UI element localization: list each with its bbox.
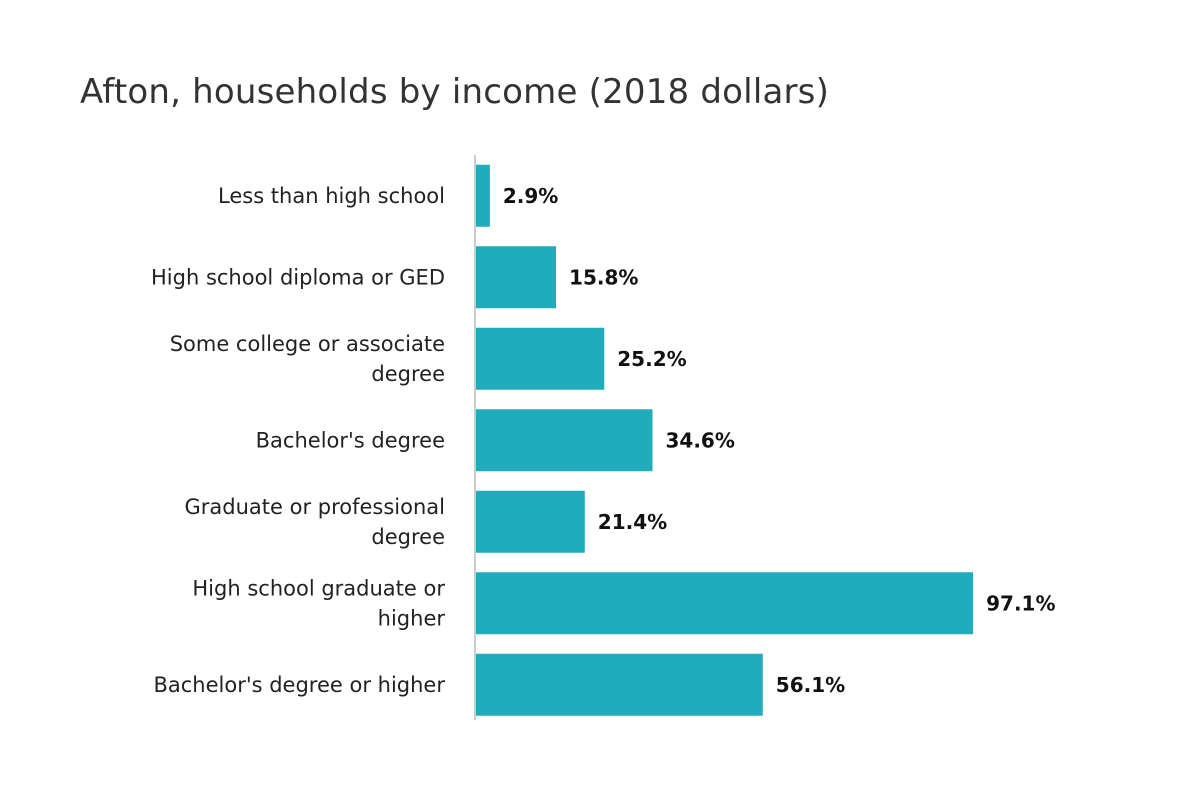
bar <box>475 409 653 472</box>
bar <box>475 490 585 553</box>
value-label: 21.4% <box>598 510 667 534</box>
value-label: 25.2% <box>617 347 686 371</box>
category-label: Less than high school <box>218 184 445 208</box>
value-label: 34.6% <box>665 428 734 452</box>
category-label: High school graduate or higher <box>192 576 445 630</box>
category-label: High school diploma or GED <box>151 265 445 289</box>
category-label: Graduate or professional degree <box>184 495 445 549</box>
bar <box>475 164 490 227</box>
value-label: 15.8% <box>569 265 638 289</box>
category-label: Some college or associate degree <box>170 332 445 386</box>
bar <box>475 327 605 390</box>
value-label: 56.1% <box>776 673 845 697</box>
value-label: 97.1% <box>986 591 1055 615</box>
bar <box>475 653 763 716</box>
chart-title: Afton, households by income (2018 dollar… <box>80 72 830 112</box>
category-label: Bachelor's degree <box>256 428 445 452</box>
bar <box>475 246 557 309</box>
bar <box>475 572 974 635</box>
value-label: 2.9% <box>503 184 558 208</box>
category-label: Bachelor's degree or higher <box>153 673 445 697</box>
